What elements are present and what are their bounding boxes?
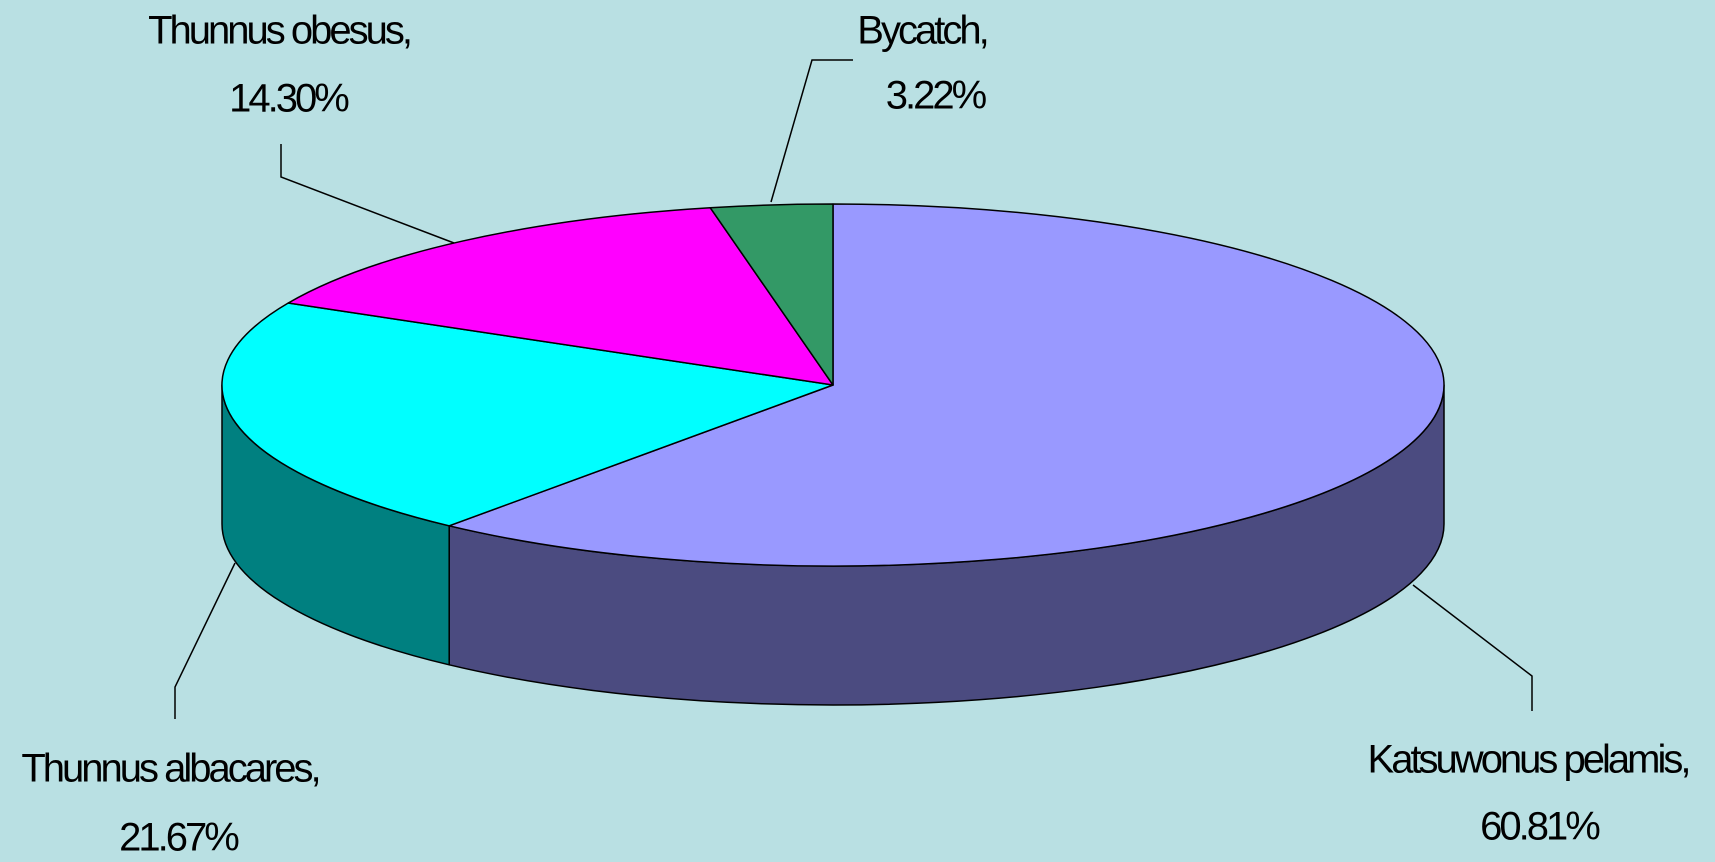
pie-slice [448,203,1445,567]
value-label: 14.30% [229,77,349,121]
leader-line [280,144,455,244]
leader-line [770,59,853,203]
leader-line [1412,584,1533,711]
value-label: 60.81% [1480,805,1600,849]
pie-slice [221,302,834,527]
value-label: 3.22% [886,74,987,118]
leader-line [174,562,236,719]
slice-label: Bycatch, [857,9,986,53]
slice-label: Thunnus albacares, [21,747,318,791]
value-label: 21.67% [119,816,239,860]
pie-slice [287,206,834,386]
slice-label: Katsuwonus pelamis, [1368,738,1689,782]
slice-label: Thunnus obesus, [148,9,410,53]
pie-slice [709,203,834,386]
